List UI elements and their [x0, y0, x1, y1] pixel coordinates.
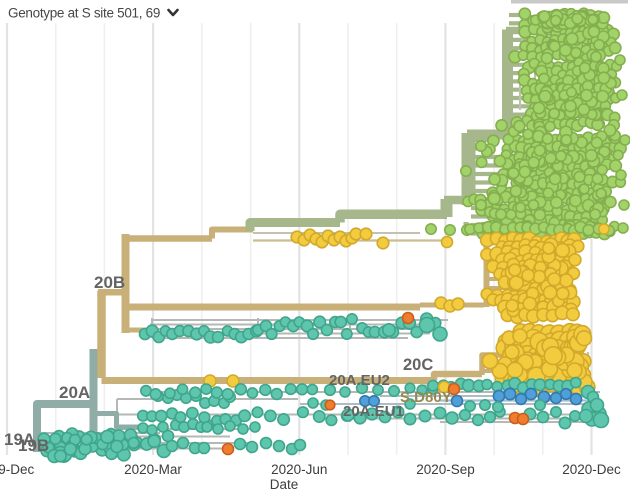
svg-text:2020-Sep: 2020-Sep — [416, 462, 475, 477]
svg-text:2020-Jun: 2020-Jun — [271, 462, 327, 477]
svg-text:19A: 19A — [4, 430, 35, 449]
svg-text:S.D80Y: S.D80Y — [400, 389, 452, 406]
svg-text:2020-Dec: 2020-Dec — [562, 462, 621, 477]
svg-text:Genotype at S site 501, 69: Genotype at S site 501, 69 — [8, 6, 160, 21]
svg-text:20A.EU2: 20A.EU2 — [329, 372, 390, 389]
svg-text:20B: 20B — [94, 273, 125, 292]
svg-text:19B: 19B — [18, 436, 49, 455]
svg-text:2020-Mar: 2020-Mar — [124, 462, 182, 477]
svg-text:2019-Dec: 2019-Dec — [0, 462, 35, 477]
svg-text:Date: Date — [270, 477, 299, 492]
svg-text:20C: 20C — [403, 356, 433, 374]
svg-text:20A: 20A — [59, 383, 90, 402]
svg-text:20A.EU1: 20A.EU1 — [343, 403, 404, 420]
